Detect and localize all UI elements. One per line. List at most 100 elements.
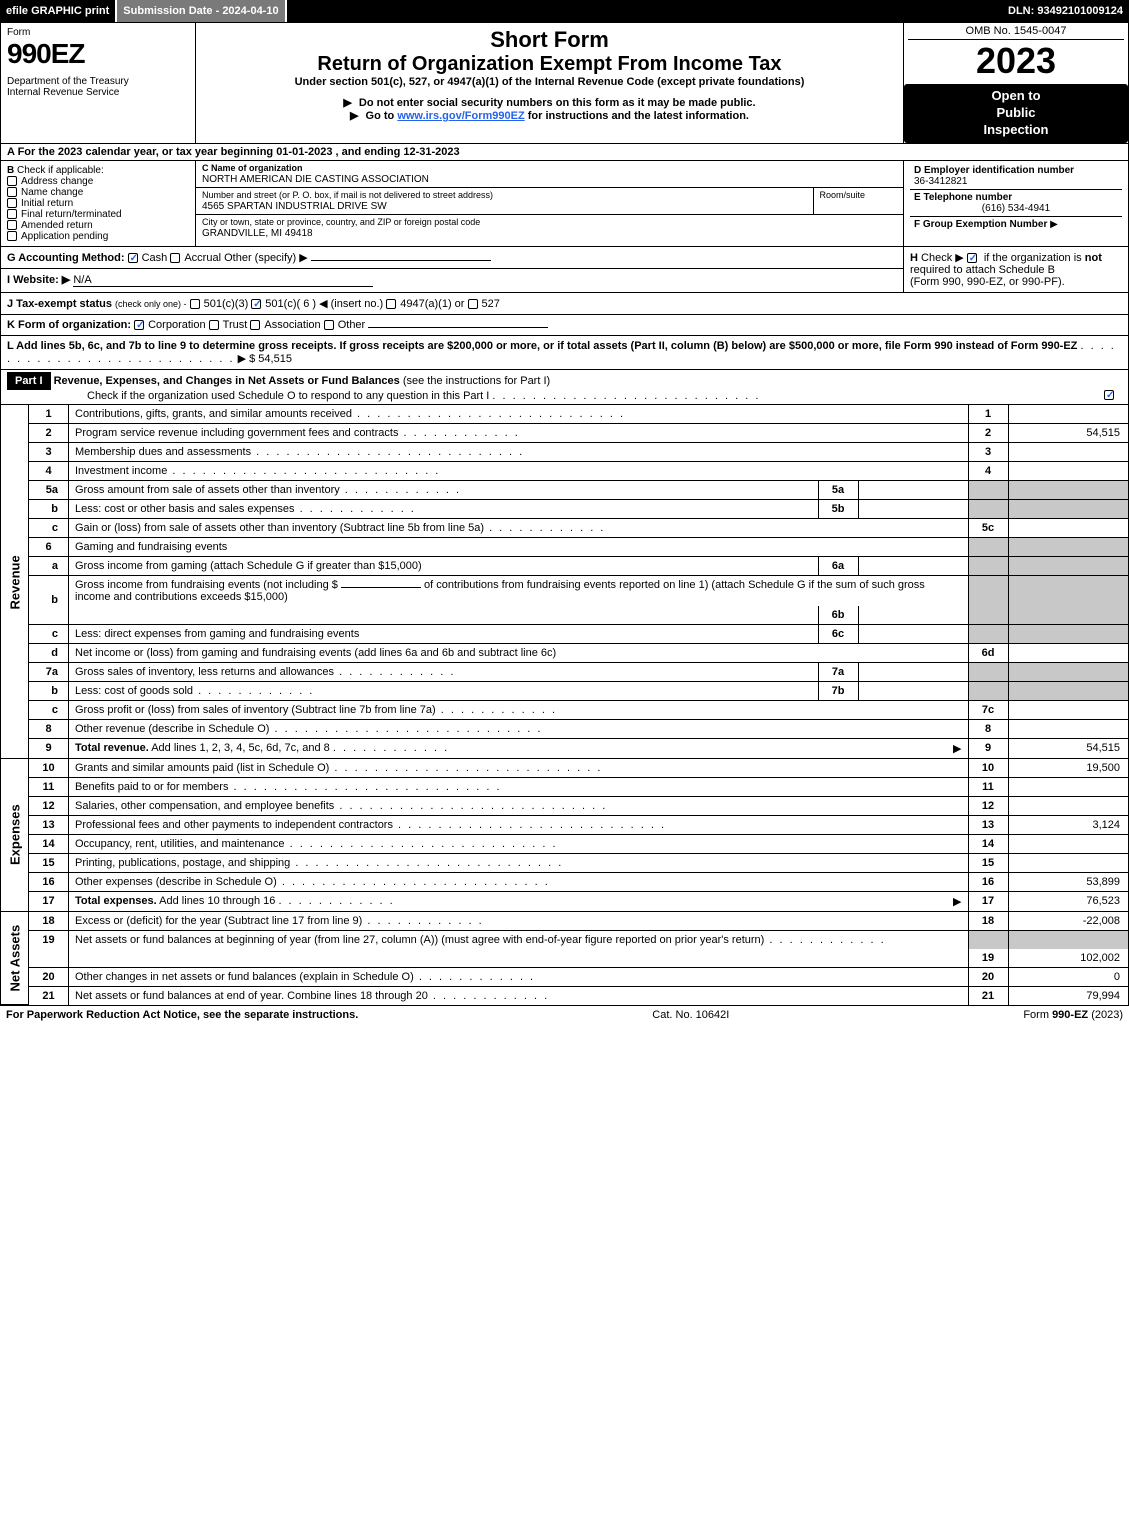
line-6-desc: Gaming and fundraising events xyxy=(75,541,227,553)
cat-no: Cat. No. 10642I xyxy=(652,1009,729,1021)
checkbox-trust[interactable] xyxy=(209,320,219,330)
header-left: Form 990EZ Department of the Treasury In… xyxy=(1,23,196,144)
sub-box-label: 5b xyxy=(818,499,858,518)
org-street: 4565 SPARTAN INDUSTRIAL DRIVE SW xyxy=(202,201,387,212)
right-num: 13 xyxy=(968,815,1008,834)
checkbox-association[interactable] xyxy=(250,320,260,330)
dots-icon xyxy=(277,876,550,888)
checkbox-accrual[interactable] xyxy=(170,253,180,263)
line-num: a xyxy=(29,556,69,575)
l-arrow: ▶ $ xyxy=(238,353,256,365)
line-5c-desc: Gain or (loss) from sale of assets other… xyxy=(75,522,484,534)
checkbox-other-org[interactable] xyxy=(324,320,334,330)
checkbox-schedule-o[interactable] xyxy=(1104,390,1114,400)
dots-icon xyxy=(414,971,535,983)
dots-icon xyxy=(269,723,542,735)
no-ssn-warning: ▶ Do not enter social security numbers o… xyxy=(202,96,897,109)
checkbox-501c[interactable] xyxy=(251,299,261,309)
j-row: J Tax-exempt status (check only one) - 5… xyxy=(1,292,1129,314)
checkbox-application-pending[interactable] xyxy=(7,231,17,241)
line-num: 12 xyxy=(29,796,69,815)
dept-irs: Internal Revenue Service xyxy=(7,87,189,98)
line-16-desc: Other expenses (describe in Schedule O) xyxy=(75,876,277,888)
checkbox-address-change[interactable] xyxy=(7,176,17,186)
line-10-val: 19,500 xyxy=(1008,758,1128,777)
right-num: 17 xyxy=(968,891,1008,911)
j-sub: (check only one) - xyxy=(115,299,187,309)
room-suite-label: Room/suite xyxy=(820,190,866,200)
checkbox-h[interactable] xyxy=(967,253,977,263)
right-num: 9 xyxy=(968,738,1008,758)
dots-icon xyxy=(362,915,483,927)
line-6d-desc: Net income or (loss) from gaming and fun… xyxy=(75,647,556,659)
checkbox-4947a1[interactable] xyxy=(386,299,396,309)
dots-icon xyxy=(436,704,557,716)
name-change-label: Name change xyxy=(21,187,83,198)
line-num: 2 xyxy=(29,423,69,442)
line-8-val xyxy=(1008,719,1128,738)
part1-check-text: Check if the organization used Schedule … xyxy=(7,390,489,402)
line-6c-subval xyxy=(858,624,968,643)
line-20-val: 0 xyxy=(1008,967,1128,986)
other-org-input[interactable] xyxy=(368,327,548,328)
line-17-tail: Add lines 10 through 16 xyxy=(159,895,275,907)
form-ref: Form 990-EZ (2023) xyxy=(1023,1009,1123,1021)
efile-print-label[interactable]: efile GRAPHIC print xyxy=(0,0,117,22)
right-num: 8 xyxy=(968,719,1008,738)
line-6a-subval xyxy=(858,556,968,575)
shaded-cell xyxy=(1008,606,1128,625)
line-6a-desc: Gross income from gaming (attach Schedul… xyxy=(75,560,422,572)
501c-label: 501(c)( 6 ) ◀ (insert no.) xyxy=(265,298,383,310)
shaded-cell xyxy=(968,681,1008,700)
h-text4: (Form 990, 990-EZ, or 990-PF). xyxy=(910,276,1065,288)
footer-row: For Paperwork Reduction Act Notice, see … xyxy=(0,1006,1129,1024)
line-11-val xyxy=(1008,777,1128,796)
c-name-label: C Name of organization xyxy=(202,163,303,173)
irs-link[interactable]: www.irs.gov/Form990EZ xyxy=(397,110,524,122)
shaded-cell xyxy=(1008,624,1128,643)
checkbox-cash[interactable] xyxy=(128,253,138,263)
no-ssn-text: Do not enter social security numbers on … xyxy=(359,97,756,109)
revenue-vert-label: Revenue xyxy=(1,405,29,759)
checkbox-amended-return[interactable] xyxy=(7,220,17,230)
line-6b-amount-input[interactable] xyxy=(341,587,421,588)
shaded-cell xyxy=(1008,537,1128,556)
checkbox-501c3[interactable] xyxy=(190,299,200,309)
f-group-exemption-label: F Group Exemption Number xyxy=(914,219,1047,230)
dots-icon xyxy=(329,762,602,774)
line-5a-desc: Gross amount from sale of assets other t… xyxy=(75,484,340,496)
line-18-desc: Excess or (deficit) for the year (Subtra… xyxy=(75,915,362,927)
line-7a-desc: Gross sales of inventory, less returns a… xyxy=(75,666,334,678)
right-num: 1 xyxy=(968,405,1008,424)
right-num: 5c xyxy=(968,518,1008,537)
pointer-icon: ▶ xyxy=(343,97,351,109)
line-5c-val xyxy=(1008,518,1128,537)
dots-icon xyxy=(334,666,455,678)
shaded-cell xyxy=(968,624,1008,643)
open-to: Open to xyxy=(991,88,1040,103)
cash-label: Cash xyxy=(142,252,168,264)
dots-icon xyxy=(398,427,519,439)
checkbox-final-return[interactable] xyxy=(7,209,17,219)
checkbox-initial-return[interactable] xyxy=(7,198,17,208)
b-label: B xyxy=(7,165,14,176)
other-specify-input[interactable] xyxy=(311,260,491,261)
checkbox-corporation[interactable] xyxy=(134,320,144,330)
dots-icon xyxy=(278,895,394,907)
part1-tail: (see the instructions for Part I) xyxy=(403,375,550,387)
org-city: GRANDVILLE, MI 49418 xyxy=(202,228,313,239)
d-ein-label: D Employer identification number xyxy=(914,165,1074,176)
line-7a-subval xyxy=(858,662,968,681)
dots-icon xyxy=(334,800,607,812)
line-19-desc: Net assets or fund balances at beginning… xyxy=(75,934,764,946)
dots-icon xyxy=(295,503,416,515)
line-16-val: 53,899 xyxy=(1008,872,1128,891)
line-12-desc: Salaries, other compensation, and employ… xyxy=(75,800,334,812)
line-21-val: 79,994 xyxy=(1008,986,1128,1005)
checkbox-name-change[interactable] xyxy=(7,187,17,197)
col-def: D Employer identification number 36-3412… xyxy=(904,160,1129,246)
h-box: H Check ▶ if the organization is not req… xyxy=(904,246,1129,292)
netassets-vert-label: Net Assets xyxy=(1,911,29,1005)
corporation-label: Corporation xyxy=(148,319,205,331)
checkbox-527[interactable] xyxy=(468,299,478,309)
